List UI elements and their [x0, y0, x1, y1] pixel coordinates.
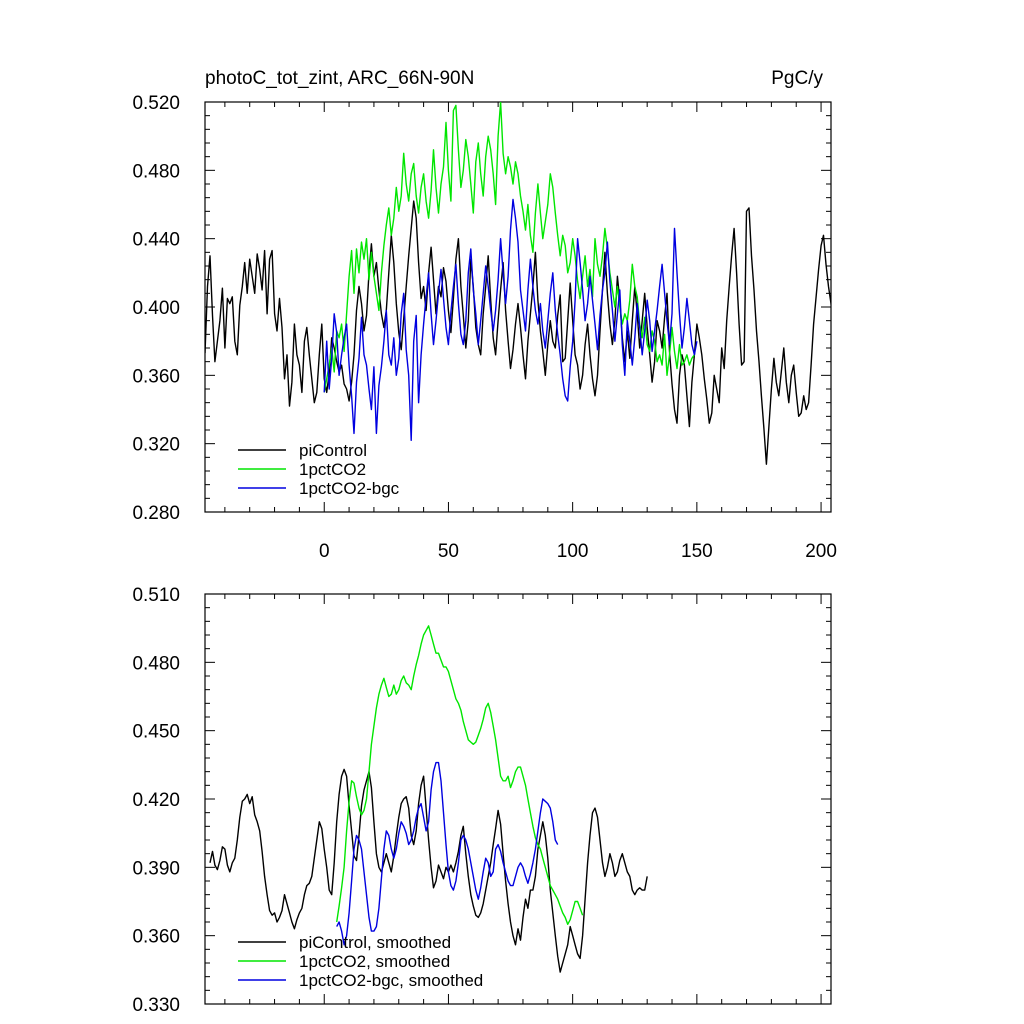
bottom-y-tick-label: 0.510	[132, 585, 180, 606]
top-legend-label-2: 1pctCO2	[299, 460, 366, 479]
top-y-tick-label: 0.520	[132, 93, 180, 114]
top-legend-label-1: piControl	[299, 441, 367, 460]
top-series-line-2	[323, 102, 695, 393]
top-legend-label-3: 1pctCO2-bgc	[299, 479, 400, 498]
top-title: photoC_tot_zint, ARC_66N-90N	[205, 68, 474, 89]
top-y-tick-label: 0.360	[132, 366, 180, 387]
top-x-tick-label: 150	[681, 541, 713, 562]
top-units: PgC/y	[771, 68, 823, 89]
bottom-y-tick-label: 0.360	[132, 927, 180, 948]
top-x-tick-label: 100	[557, 541, 589, 562]
top-y-tick-label: 0.440	[132, 230, 180, 251]
top-y-tick-label: 0.480	[132, 161, 180, 182]
bottom-y-tick-label: 0.390	[132, 858, 180, 879]
top-y-tick-label: 0.320	[132, 435, 180, 456]
bottom-y-tick-label: 0.330	[132, 995, 180, 1016]
top-x-tick-label: 200	[805, 541, 837, 562]
bottom-y-tick-label: 0.450	[132, 722, 180, 743]
top-y-tick-label: 0.280	[132, 503, 180, 524]
bottom-y-tick-label: 0.480	[132, 653, 180, 674]
panel-top-chart: 0 50 100 150 200 0.280 0.320 0.360 0.400 0.440 0.4…	[132, 68, 837, 562]
bottom-legend-label-1: piControl, smoothed	[299, 933, 451, 952]
top-series-line-3	[323, 198, 698, 441]
bottom-series-line-1	[209, 768, 648, 973]
panel-bottom-chart: 0.330 0.360 0.390 0.420 0.450 0.480 0.510 piCon…	[132, 585, 832, 1016]
bottom-legend-label-3: 1pctCO2-bgc, smoothed	[299, 971, 483, 990]
bottom-y-tick-label: 0.420	[132, 790, 180, 811]
top-x-tick-label: 0	[319, 541, 330, 562]
top-x-tick-label: 50	[438, 541, 459, 562]
bottom-series-line-2	[336, 625, 584, 925]
bottom-series-line-3	[336, 761, 559, 946]
top-series-line-1	[205, 200, 831, 465]
bottom-legend-label-2: 1pctCO2, smoothed	[299, 952, 450, 971]
top-y-tick-label: 0.400	[132, 298, 180, 319]
